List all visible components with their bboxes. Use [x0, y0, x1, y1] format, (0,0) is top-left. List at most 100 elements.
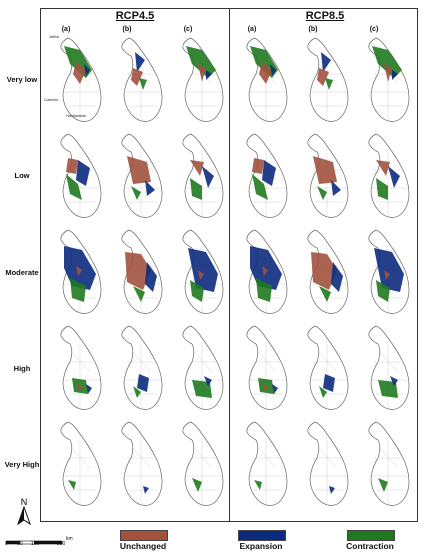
map-panel: [354, 322, 416, 414]
scenario-title-rcp85: RCP8.5: [305, 10, 345, 22]
patch-contraction: [66, 174, 82, 200]
patch-unchanged: [76, 266, 82, 276]
patch-expansion: [84, 64, 90, 76]
patch-expansion: [202, 166, 214, 188]
patch-unchanged: [262, 384, 268, 392]
map-panel: [293, 418, 355, 510]
island-outline: [246, 421, 288, 506]
scale-tick-50: 50: [17, 541, 23, 547]
map-panel: [354, 418, 416, 510]
map-panel: [293, 34, 355, 126]
patch-unchanged: [198, 270, 204, 280]
place-label-colombo: Colombo: [44, 98, 59, 102]
patch-expansion: [270, 64, 276, 76]
island-outline: [368, 133, 410, 218]
map-panel: [232, 322, 294, 414]
panel-label-rcp85-c: (c): [369, 26, 379, 33]
map-panel: [107, 34, 169, 126]
map-panel: [232, 130, 294, 222]
island-outline: [307, 325, 349, 410]
panel-label-rcp45-a: (a): [61, 26, 71, 33]
legend-label-expansion: Expansion: [239, 541, 283, 551]
map-panel: [46, 418, 108, 510]
patch-unchanged: [376, 160, 390, 176]
patch-unchanged: [131, 68, 143, 86]
patch-contraction: [133, 286, 145, 302]
patch-expansion: [145, 180, 155, 196]
district-boundaries: [250, 440, 286, 504]
scale-tick-100: 100: [31, 541, 40, 547]
patch-expansion: [329, 486, 335, 494]
map-panel: [354, 130, 416, 222]
patch-contraction: [376, 178, 388, 200]
patch-contraction: [70, 278, 86, 302]
legend-swatch-expansion: [238, 530, 286, 541]
island-outline: [246, 325, 288, 410]
map-panel: [232, 34, 294, 126]
patch-contraction: [190, 178, 202, 200]
patch-expansion: [137, 374, 149, 392]
map-panel: [354, 226, 416, 318]
row-label-low: Low: [14, 171, 30, 180]
district-boundaries: [125, 440, 161, 504]
island-outline: [60, 421, 102, 506]
district-boundaries: [372, 152, 408, 216]
patch-unchanged: [252, 158, 264, 174]
panel-label-rcp45-c: (c): [183, 26, 193, 33]
district-boundaries: [186, 440, 222, 504]
patch-contraction: [378, 478, 388, 492]
scale-bar: [5, 535, 66, 545]
district-boundaries: [372, 440, 408, 504]
patch-expansion: [188, 248, 218, 292]
patch-expansion: [323, 374, 335, 392]
patch-expansion: [76, 160, 90, 186]
row-label-moderate: Moderate: [5, 268, 39, 277]
island-outline: [182, 133, 224, 218]
patch-contraction: [372, 46, 402, 78]
patch-unchanged: [66, 158, 78, 174]
legend-label-unchanged: Unchanged: [119, 541, 167, 551]
patch-unchanged: [311, 252, 337, 290]
row-label-very-high: Very High: [4, 460, 40, 469]
legend-label-contraction: Contraction: [346, 541, 394, 551]
map-panel: [293, 130, 355, 222]
place-label-jaffna: Jaffna: [49, 35, 59, 39]
scale-unit: km: [66, 536, 73, 542]
patch-expansion: [388, 166, 400, 188]
patch-expansion: [331, 180, 341, 196]
patch-expansion: [145, 262, 157, 292]
patch-unchanged: [198, 64, 206, 82]
north-arrow-label: N: [21, 497, 28, 507]
island-outline: [182, 325, 224, 410]
patch-unchanged: [127, 156, 151, 184]
patch-contraction: [376, 280, 390, 302]
patch-contraction: [190, 280, 204, 302]
patch-unchanged: [190, 160, 204, 176]
panel-label-rcp45-b: (b): [122, 26, 132, 33]
patch-unchanged: [317, 68, 329, 86]
row-label-high: High: [13, 364, 31, 373]
patch-contraction: [256, 278, 272, 302]
map-panel: [46, 34, 108, 126]
scale-tick-200: 200: [57, 541, 66, 547]
map-panel: [46, 130, 108, 222]
legend-swatch-contraction: [347, 530, 395, 541]
map-panel: [168, 130, 230, 222]
patch-expansion: [392, 70, 398, 80]
map-panel: [168, 34, 230, 126]
patch-unchanged: [384, 64, 392, 82]
island-outline: [368, 421, 410, 506]
patch-expansion: [272, 384, 278, 394]
panel-label-rcp85-b: (b): [308, 26, 318, 33]
patch-contraction: [325, 78, 333, 90]
patch-contraction: [378, 380, 398, 398]
patch-expansion: [262, 160, 276, 186]
map-panel: [46, 226, 108, 318]
patch-contraction: [192, 478, 202, 492]
patch-expansion: [321, 52, 331, 72]
patch-contraction: [131, 186, 141, 200]
patch-contraction: [319, 286, 331, 302]
row-label-very-low: Very low: [6, 75, 38, 84]
map-panel: [232, 226, 294, 318]
